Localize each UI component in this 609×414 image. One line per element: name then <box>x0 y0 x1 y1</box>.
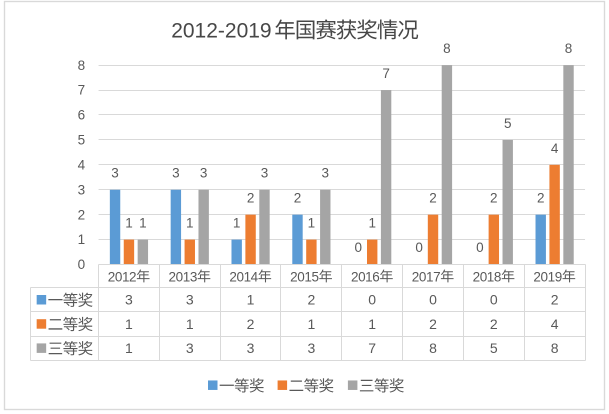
svg-text:6: 6 <box>78 108 86 123</box>
svg-text:2012-2019: 2012-2019 <box>171 20 271 43</box>
svg-text:2017: 2017 <box>412 269 440 284</box>
svg-text:8: 8 <box>551 340 559 356</box>
svg-text:1: 1 <box>125 316 133 332</box>
svg-text:2: 2 <box>294 191 302 206</box>
svg-text:4: 4 <box>78 157 86 172</box>
svg-text:1: 1 <box>78 232 86 247</box>
svg-text:3: 3 <box>172 166 180 181</box>
svg-text:8: 8 <box>443 41 451 56</box>
svg-text:3: 3 <box>200 166 208 181</box>
svg-text:2: 2 <box>78 207 86 222</box>
svg-text:4: 4 <box>551 141 559 156</box>
svg-text:3: 3 <box>247 340 255 356</box>
svg-text:2: 2 <box>247 316 255 332</box>
svg-text:3: 3 <box>307 340 315 356</box>
svg-text:1: 1 <box>186 316 194 332</box>
svg-text:2014: 2014 <box>229 269 258 284</box>
svg-text:4: 4 <box>551 316 559 332</box>
svg-text:0: 0 <box>429 292 437 308</box>
svg-text:0: 0 <box>476 240 484 255</box>
svg-text:3: 3 <box>125 292 133 308</box>
svg-text:1: 1 <box>307 316 315 332</box>
svg-text:1: 1 <box>186 216 194 231</box>
svg-text:2: 2 <box>247 191 255 206</box>
svg-text:8: 8 <box>429 340 437 356</box>
svg-text:2012: 2012 <box>108 269 136 284</box>
svg-text:5: 5 <box>78 133 86 148</box>
svg-text:2: 2 <box>307 292 315 308</box>
svg-text:0: 0 <box>490 292 498 308</box>
svg-text:8: 8 <box>78 58 86 73</box>
svg-text:1: 1 <box>247 292 255 308</box>
svg-text:3: 3 <box>78 182 86 197</box>
svg-text:2015: 2015 <box>290 269 318 284</box>
svg-text:7: 7 <box>382 66 390 81</box>
svg-text:1: 1 <box>368 316 376 332</box>
svg-text:2: 2 <box>429 316 437 332</box>
svg-text:2: 2 <box>490 191 498 206</box>
svg-text:2: 2 <box>490 316 498 332</box>
svg-text:7: 7 <box>78 83 86 98</box>
svg-text:2019: 2019 <box>533 269 561 284</box>
svg-text:5: 5 <box>490 340 498 356</box>
svg-text:8: 8 <box>565 41 573 56</box>
svg-text:0: 0 <box>415 240 423 255</box>
svg-text:0: 0 <box>368 292 376 308</box>
svg-text:3: 3 <box>186 292 194 308</box>
svg-text:2013: 2013 <box>169 269 197 284</box>
svg-text:1: 1 <box>125 340 133 356</box>
svg-text:5: 5 <box>504 116 512 131</box>
svg-text:1: 1 <box>308 216 316 231</box>
svg-text:0: 0 <box>355 240 363 255</box>
svg-text:1: 1 <box>368 216 376 231</box>
svg-text:1: 1 <box>139 216 147 231</box>
svg-text:2: 2 <box>551 292 559 308</box>
svg-text:3: 3 <box>261 166 269 181</box>
svg-text:1: 1 <box>233 216 241 231</box>
svg-text:3: 3 <box>111 166 119 181</box>
svg-text:1: 1 <box>125 216 133 231</box>
svg-text:3: 3 <box>186 340 194 356</box>
svg-text:2: 2 <box>429 191 437 206</box>
svg-text:2018: 2018 <box>473 269 501 284</box>
svg-text:0: 0 <box>78 257 86 272</box>
svg-text:3: 3 <box>322 166 330 181</box>
svg-text:7: 7 <box>368 340 376 356</box>
svg-text:2: 2 <box>537 191 545 206</box>
svg-text:2016: 2016 <box>351 269 379 284</box>
